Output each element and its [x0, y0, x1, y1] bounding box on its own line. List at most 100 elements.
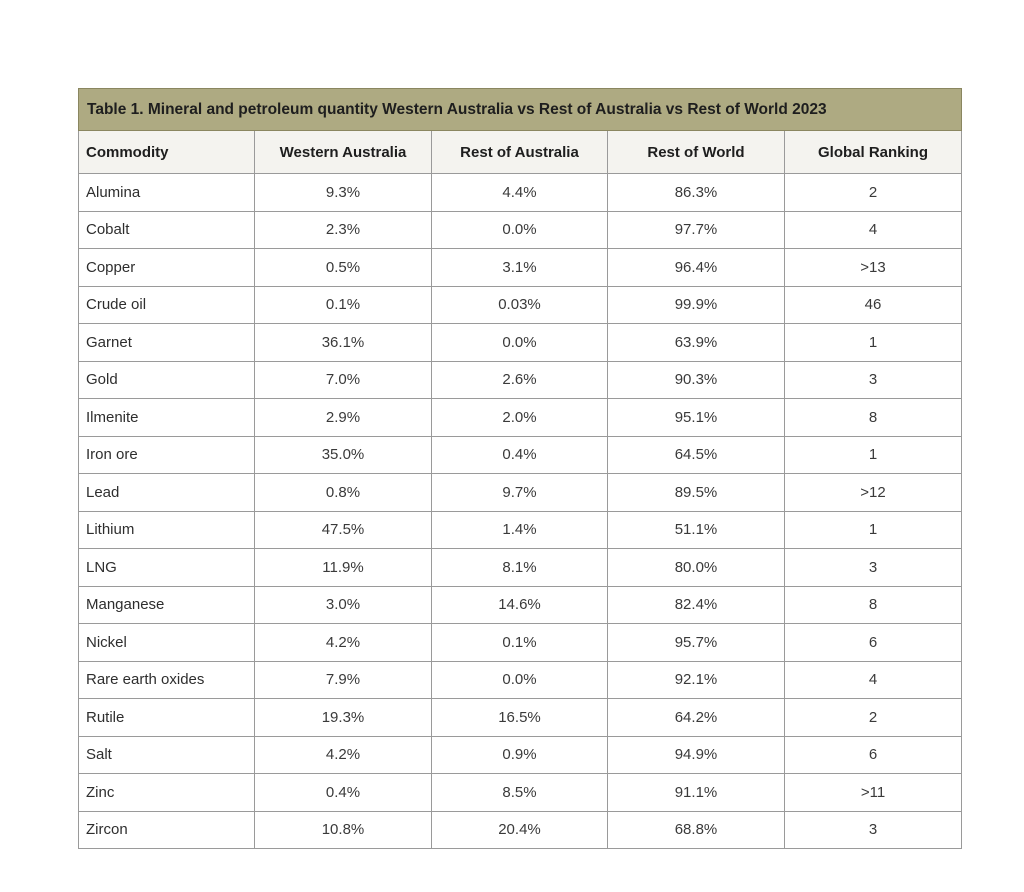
global-ranking-cell: 2 — [783, 698, 963, 737]
rest-of-australia-cell: 20.4% — [431, 810, 608, 849]
rest-of-world-cell: 99.9% — [607, 285, 785, 324]
global-ranking-cell: 1 — [783, 323, 963, 362]
table-row: Crude oil 0.1% 0.03% 99.9% 46 — [78, 285, 963, 324]
rest-of-australia-cell: 0.03% — [431, 285, 608, 324]
global-ranking-cell: >13 — [783, 248, 963, 287]
rest-of-australia-cell: 0.9% — [431, 735, 608, 774]
table-row: Rutile 19.3% 16.5% 64.2% 2 — [78, 698, 963, 737]
western-australia-cell: 47.5% — [254, 510, 432, 549]
western-australia-cell: 10.8% — [254, 810, 432, 849]
commodity-cell: Zinc — [78, 773, 255, 812]
rest-of-world-cell: 90.3% — [607, 360, 785, 399]
rest-of-australia-cell: 3.1% — [431, 248, 608, 287]
header-western-australia: Western Australia — [254, 130, 432, 174]
western-australia-cell: 0.1% — [254, 285, 432, 324]
global-ranking-cell: 6 — [783, 735, 963, 774]
rest-of-world-cell: 80.0% — [607, 548, 785, 587]
global-ranking-cell: 46 — [783, 285, 963, 324]
table-row: Salt 4.2% 0.9% 94.9% 6 — [78, 735, 963, 774]
commodity-cell: Cobalt — [78, 210, 255, 249]
table-row: Cobalt 2.3% 0.0% 97.7% 4 — [78, 210, 963, 249]
commodity-cell: Crude oil — [78, 285, 255, 324]
commodity-cell: Ilmenite — [78, 398, 255, 437]
table-row: Iron ore 35.0% 0.4% 64.5% 1 — [78, 435, 963, 474]
rest-of-australia-cell: 0.0% — [431, 660, 608, 699]
rest-of-australia-cell: 4.4% — [431, 173, 608, 212]
rest-of-australia-cell: 0.4% — [431, 435, 608, 474]
rest-of-world-cell: 97.7% — [607, 210, 785, 249]
rest-of-australia-cell: 16.5% — [431, 698, 608, 737]
commodity-cell: Gold — [78, 360, 255, 399]
rest-of-world-cell: 68.8% — [607, 810, 785, 849]
table-row: Lithium 47.5% 1.4% 51.1% 1 — [78, 510, 963, 549]
global-ranking-cell: 3 — [783, 548, 963, 587]
table-row: Ilmenite 2.9% 2.0% 95.1% 8 — [78, 398, 963, 437]
commodity-cell: Alumina — [78, 173, 255, 212]
commodity-cell: Garnet — [78, 323, 255, 362]
rest-of-world-cell: 51.1% — [607, 510, 785, 549]
commodity-cell: Nickel — [78, 623, 255, 662]
commodity-cell: Rutile — [78, 698, 255, 737]
rest-of-world-cell: 95.1% — [607, 398, 785, 437]
rest-of-australia-cell: 0.1% — [431, 623, 608, 662]
rest-of-world-cell: 86.3% — [607, 173, 785, 212]
rest-of-australia-cell: 2.6% — [431, 360, 608, 399]
commodity-cell: Salt — [78, 735, 255, 774]
rest-of-world-cell: 92.1% — [607, 660, 785, 699]
commodity-cell: Rare earth oxides — [78, 660, 255, 699]
rest-of-world-cell: 96.4% — [607, 248, 785, 287]
rest-of-australia-cell: 0.0% — [431, 323, 608, 362]
table-title: Table 1. Mineral and petroleum quantity … — [77, 88, 963, 131]
global-ranking-cell: 6 — [783, 623, 963, 662]
table-row: Nickel 4.2% 0.1% 95.7% 6 — [78, 623, 963, 662]
western-australia-cell: 2.3% — [254, 210, 432, 249]
rest-of-australia-cell: 9.7% — [431, 473, 608, 512]
header-commodity: Commodity — [78, 130, 255, 174]
table-body: Alumina 9.3% 4.4% 86.3% 2 Cobalt 2.3% 0.0% 97.7%… — [78, 173, 963, 849]
western-australia-cell: 2.9% — [254, 398, 432, 437]
rest-of-australia-cell: 2.0% — [431, 398, 608, 437]
commodity-cell: Lead — [78, 473, 255, 512]
western-australia-cell: 4.2% — [254, 735, 432, 774]
western-australia-cell: 35.0% — [254, 435, 432, 474]
western-australia-cell: 3.0% — [254, 585, 432, 624]
western-australia-cell: 19.3% — [254, 698, 432, 737]
rest-of-australia-cell: 8.1% — [431, 548, 608, 587]
commodity-cell: Iron ore — [78, 435, 255, 474]
rest-of-world-cell: 89.5% — [607, 473, 785, 512]
global-ranking-cell: >11 — [783, 773, 963, 812]
rest-of-australia-cell: 0.0% — [431, 210, 608, 249]
global-ranking-cell: 1 — [783, 510, 963, 549]
table-container: Table 1. Mineral and petroleum quantity … — [77, 88, 963, 849]
rest-of-australia-cell: 1.4% — [431, 510, 608, 549]
table-row: Zinc 0.4% 8.5% 91.1% >11 — [78, 773, 963, 812]
global-ranking-cell: 4 — [783, 210, 963, 249]
commodity-table: Table 1. Mineral and petroleum quantity … — [77, 88, 963, 849]
table-row: Zircon 10.8% 20.4% 68.8% 3 — [78, 810, 963, 849]
rest-of-australia-cell: 8.5% — [431, 773, 608, 812]
header-row: Commodity Western Australia Rest of Aust… — [78, 130, 963, 174]
global-ranking-cell: 4 — [783, 660, 963, 699]
western-australia-cell: 0.5% — [254, 248, 432, 287]
rest-of-world-cell: 95.7% — [607, 623, 785, 662]
western-australia-cell: 0.4% — [254, 773, 432, 812]
rest-of-world-cell: 94.9% — [607, 735, 785, 774]
table-title-row: Table 1. Mineral and petroleum quantity … — [77, 88, 963, 131]
rest-of-world-cell: 91.1% — [607, 773, 785, 812]
table-row: Garnet 36.1% 0.0% 63.9% 1 — [78, 323, 963, 362]
table-row: Alumina 9.3% 4.4% 86.3% 2 — [78, 173, 963, 212]
western-australia-cell: 36.1% — [254, 323, 432, 362]
commodity-cell: Manganese — [78, 585, 255, 624]
global-ranking-cell: >12 — [783, 473, 963, 512]
western-australia-cell: 0.8% — [254, 473, 432, 512]
table-row: Copper 0.5% 3.1% 96.4% >13 — [78, 248, 963, 287]
rest-of-world-cell: 64.5% — [607, 435, 785, 474]
western-australia-cell: 9.3% — [254, 173, 432, 212]
western-australia-cell: 7.9% — [254, 660, 432, 699]
western-australia-cell: 4.2% — [254, 623, 432, 662]
global-ranking-cell: 8 — [783, 585, 963, 624]
rest-of-world-cell: 63.9% — [607, 323, 785, 362]
rest-of-world-cell: 64.2% — [607, 698, 785, 737]
global-ranking-cell: 8 — [783, 398, 963, 437]
header-global-ranking: Global Ranking — [783, 130, 963, 174]
